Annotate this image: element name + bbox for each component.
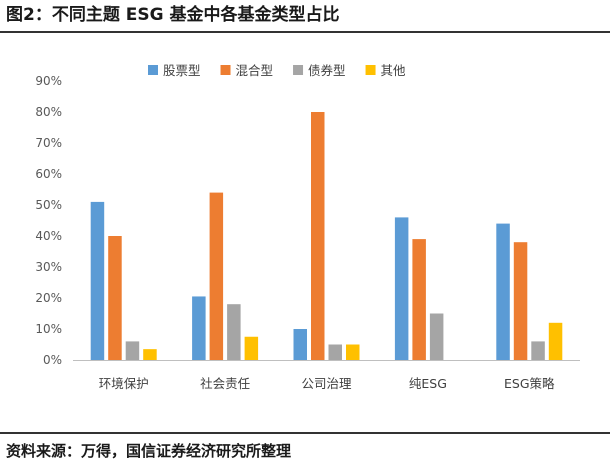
legend-label: 债券型 <box>308 63 346 78</box>
legend-swatch <box>148 65 158 75</box>
x-category-label: 纯ESG <box>409 376 447 391</box>
bar <box>108 236 122 360</box>
bar-group <box>394 217 444 360</box>
figure-title: 图2：不同主题 ESG 基金中各基金类型占比 <box>6 5 340 25</box>
legend-item: 混合型 <box>220 63 274 78</box>
y-tick-label: 0% <box>43 353 62 367</box>
legend-swatch <box>293 65 304 75</box>
y-tick-label: 80% <box>35 105 62 119</box>
x-axis: 环境保护 社会责任 公司治理 纯ESG ESG策略 <box>73 360 580 391</box>
y-tick-label: 30% <box>35 260 62 274</box>
bar-group <box>192 192 259 360</box>
bar <box>125 341 140 360</box>
bar <box>394 217 409 360</box>
legend-label: 其他 <box>381 63 407 78</box>
legend-swatch <box>365 65 376 75</box>
bottom-rule <box>0 432 610 434</box>
bar <box>513 242 528 360</box>
x-category-label: 公司治理 <box>301 376 352 391</box>
y-tick-label: 60% <box>35 167 62 181</box>
bars <box>90 112 563 360</box>
bar <box>293 329 307 360</box>
legend-label: 混合型 <box>236 63 274 78</box>
y-tick-label: 20% <box>35 291 62 305</box>
y-tick-label: 90% <box>35 74 62 88</box>
x-category-label: 环境保护 <box>99 376 149 391</box>
bar <box>496 223 510 360</box>
x-category-label: ESG策略 <box>504 376 555 391</box>
bar-group <box>496 223 563 360</box>
bar <box>244 336 259 360</box>
bar <box>548 322 563 360</box>
y-tick-label: 40% <box>35 229 62 243</box>
legend-item: 债券型 <box>293 63 346 78</box>
bar <box>209 192 224 360</box>
top-rule <box>0 31 610 33</box>
bar <box>192 296 206 360</box>
bar-group <box>90 201 157 360</box>
legend-item: 其他 <box>365 63 407 78</box>
legend-swatch <box>220 65 231 75</box>
bar <box>143 349 157 360</box>
bar <box>429 313 444 360</box>
bar <box>90 201 105 360</box>
legend-item: 股票型 <box>148 63 201 78</box>
y-tick-label: 70% <box>35 136 62 150</box>
bar <box>227 304 241 360</box>
source-note: 资料来源：万得，国信证券经济研究所整理 <box>6 442 292 460</box>
y-tick-label: 10% <box>35 322 62 336</box>
y-tick-label: 50% <box>35 198 62 212</box>
bar <box>531 341 545 360</box>
x-category-label: 社会责任 <box>200 376 250 391</box>
legend-label: 股票型 <box>163 63 201 78</box>
bar-chart: 0% 10% 20% 30% 40% 50% 60% 70% 80% 90% 环境保护 社会责任 公司… <box>35 63 580 391</box>
bar <box>412 239 426 360</box>
bar <box>346 344 360 360</box>
y-axis: 0% 10% 20% 30% 40% 50% 60% 70% 80% 90% <box>35 74 62 367</box>
bar-group <box>293 112 360 360</box>
bar <box>328 344 342 360</box>
bar <box>311 112 325 360</box>
legend: 股票型 混合型 债券型 其他 <box>148 63 406 78</box>
